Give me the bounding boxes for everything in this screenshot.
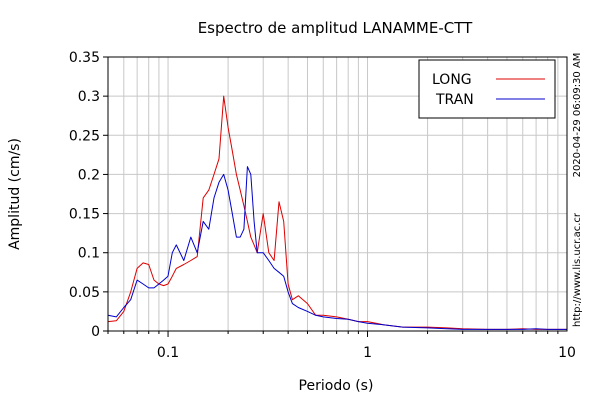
y-tick-label: 0.3 bbox=[78, 89, 100, 105]
series-line-long bbox=[107, 95, 567, 330]
x-tick-label: 0.1 bbox=[157, 345, 179, 361]
x-axis-label: Periodo (s) bbox=[299, 378, 374, 394]
legend-label-long: LONG bbox=[432, 72, 472, 88]
x-tick-label: 1 bbox=[363, 345, 372, 361]
y-tick-label: 0.05 bbox=[69, 285, 100, 301]
legend-box bbox=[418, 59, 556, 119]
y-tick-label: 0.25 bbox=[69, 128, 100, 144]
plot-frame bbox=[107, 56, 568, 332]
y-tick-label: 0.35 bbox=[69, 50, 100, 66]
y-axis-label: Amplitud (cm/s) bbox=[7, 138, 23, 250]
x-tick-label: 10 bbox=[558, 345, 576, 361]
series-line-tran bbox=[107, 166, 567, 330]
axis-ticks: 0.1 1 10 0 0.05 0.1 0.15 0.2 0.25 0.3 0.35 bbox=[69, 50, 576, 361]
y-tick-label: 0.2 bbox=[78, 167, 100, 183]
timestamp-annotation: 2020-04-29 06:09:30 AM bbox=[572, 53, 583, 178]
y-tick-label: 0 bbox=[91, 324, 100, 340]
y-tick-label: 0.15 bbox=[69, 207, 100, 223]
legend: LONG TRAN bbox=[418, 59, 556, 119]
chart-title: Espectro de amplitud LANAMME-CTT bbox=[198, 19, 473, 37]
legend-label-tran: TRAN bbox=[435, 92, 474, 108]
y-tick-label: 0.1 bbox=[78, 246, 100, 262]
source-url-annotation: http://www.lis.ucr.ac.cr bbox=[572, 212, 583, 327]
series-layer bbox=[107, 95, 567, 330]
